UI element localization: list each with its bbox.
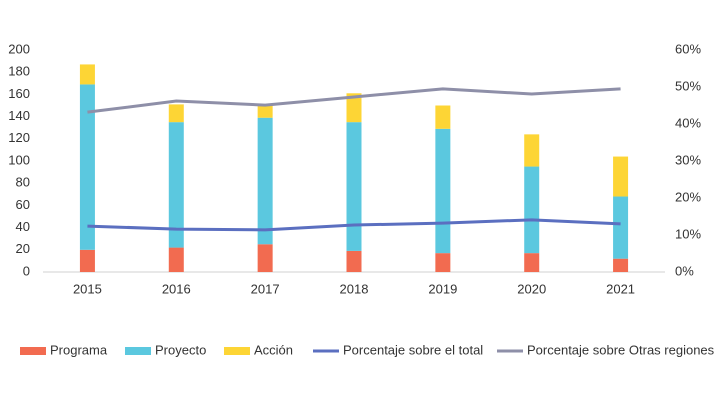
- bar: [346, 250, 362, 272]
- bar: [435, 128, 451, 254]
- legend-label: Porcentaje sobre Otras regiones: [527, 342, 715, 357]
- y-tick-label: 200: [8, 41, 30, 56]
- y-tick-label: 120: [8, 130, 30, 145]
- bar: [168, 122, 184, 248]
- y2-tick-label: 60%: [675, 41, 701, 56]
- bar: [435, 105, 451, 129]
- y-tick-label: 180: [8, 64, 30, 79]
- bar: [79, 64, 95, 85]
- x-tick-label: 2021: [606, 281, 635, 296]
- bar: [435, 253, 451, 272]
- y2-tick-label: 30%: [675, 152, 701, 167]
- y2-tick-label: 50%: [675, 78, 701, 93]
- line: [87, 87, 621, 114]
- y-tick-label: 100: [8, 152, 30, 167]
- x-tick-label: 2018: [340, 281, 369, 296]
- legend-label: Porcentaje sobre el total: [343, 342, 483, 357]
- x-tick-label: 2020: [517, 281, 546, 296]
- y2-tick-label: 40%: [675, 115, 701, 130]
- bar: [257, 105, 273, 118]
- y-tick-label: 40: [16, 219, 30, 234]
- x-tick-label: 2015: [73, 281, 102, 296]
- bar: [524, 253, 540, 272]
- bar: [79, 249, 95, 272]
- y2-tick-label: 20%: [675, 189, 701, 204]
- x-tick-label: 2019: [428, 281, 457, 296]
- bar: [346, 93, 362, 123]
- legend-label: Programa: [50, 342, 108, 357]
- legend-label: Proyecto: [155, 342, 206, 357]
- bar: [168, 104, 184, 123]
- bar: [168, 247, 184, 272]
- legend-swatch: [125, 347, 151, 355]
- bar: [613, 196, 629, 259]
- bar: [613, 156, 629, 197]
- bar: [346, 122, 362, 251]
- x-tick-label: 2017: [251, 281, 280, 296]
- bar: [613, 258, 629, 272]
- y-tick-label: 160: [8, 86, 30, 101]
- bar: [257, 117, 273, 245]
- bar: [79, 84, 95, 250]
- legend-label: Acción: [254, 342, 293, 357]
- y2-tick-label: 0%: [675, 263, 694, 278]
- y-tick-label: 20: [16, 241, 30, 256]
- y-tick-label: 80: [16, 175, 30, 190]
- line: [87, 218, 621, 232]
- y-tick-label: 60: [16, 197, 30, 212]
- legend-swatch: [224, 347, 250, 355]
- bar: [257, 244, 273, 272]
- x-tick-label: 2016: [162, 281, 191, 296]
- legend-swatch: [20, 347, 46, 355]
- y-tick-label: 0: [23, 263, 30, 278]
- y2-tick-label: 10%: [675, 226, 701, 241]
- bar: [524, 166, 540, 254]
- bar: [524, 134, 540, 167]
- y-tick-label: 140: [8, 108, 30, 123]
